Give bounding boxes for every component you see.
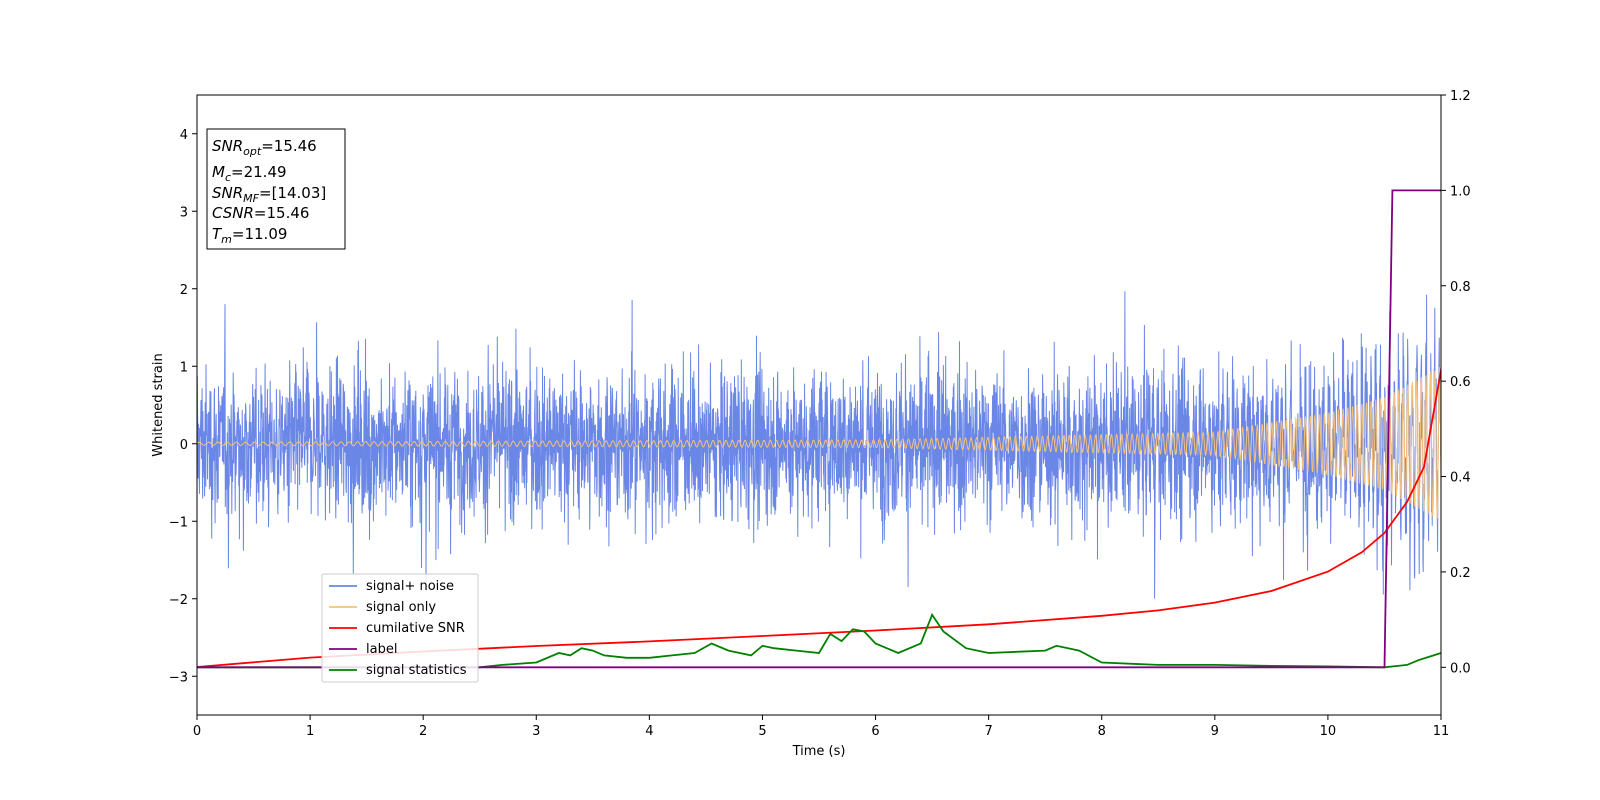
y-axis-left: −3 −2 −1 0 1 2 3 4 <box>169 128 197 685</box>
y-tick-label-left: 1 <box>180 360 188 375</box>
x-tick-label: 10 <box>1320 724 1337 739</box>
legend-label: signal statistics <box>366 663 467 678</box>
legend-label: label <box>366 642 397 657</box>
x-axis: 0 1 2 3 4 5 6 7 8 9 10 11 <box>193 715 1449 739</box>
y-tick-label-right: 1.0 <box>1450 184 1471 199</box>
svg-text:Tm=11.09: Tm=11.09 <box>212 225 287 246</box>
x-tick-label: 3 <box>532 724 540 739</box>
y-tick-label-right: 0.4 <box>1450 471 1471 486</box>
legend-label: cumilative SNR <box>366 621 465 636</box>
y-tick-label-left: 0 <box>180 438 188 453</box>
cumulative-snr-line <box>197 369 1441 668</box>
plot-frame <box>196 94 1442 716</box>
mc-value: 21.49 <box>244 163 287 181</box>
snr-opt-value: 15.46 <box>274 137 317 155</box>
x-tick-label: 6 <box>871 724 879 739</box>
signal-noise-line <box>197 291 1441 599</box>
x-tick-label: 5 <box>758 724 766 739</box>
signal-only-line <box>197 367 1441 519</box>
csnr-value: 15.46 <box>267 204 310 222</box>
legend-label: signal+ noise <box>366 579 454 594</box>
svg-text:SNRMF=[14.03]: SNRMF=[14.03] <box>212 184 326 205</box>
x-tick-label: 9 <box>1211 724 1219 739</box>
info-box: SNRopt=15.46 Mc=21.49 SNRMF=[14.03] CSNR… <box>206 128 346 250</box>
x-tick-label: 2 <box>419 724 427 739</box>
label-line <box>197 189 1441 669</box>
y-tick-label-right: 0.6 <box>1450 375 1471 390</box>
x-axis-label: Time (s) <box>792 744 846 759</box>
y-tick-label-left: −2 <box>169 593 188 608</box>
x-tick-label: 11 <box>1433 724 1450 739</box>
signal-only-path <box>197 367 1441 519</box>
y-tick-label-left: −3 <box>169 670 188 685</box>
svg-text:CSNR=15.46: CSNR=15.46 <box>212 204 309 222</box>
legend: signal+ noise signal only cumilative SNR la… <box>321 573 479 683</box>
legend-label: signal only <box>366 600 436 615</box>
y-axis-right: 0.0 0.2 0.4 0.6 0.8 1.0 1.2 <box>1441 89 1471 676</box>
y-tick-label-right: 0.0 <box>1450 661 1471 676</box>
x-tick-label: 7 <box>984 724 992 739</box>
tm-value: 11.09 <box>244 225 287 243</box>
y-tick-label-left: 4 <box>180 128 188 143</box>
svg-text:SNRopt=15.46: SNRopt=15.46 <box>212 137 317 158</box>
y-tick-label-right: 0.2 <box>1450 566 1471 581</box>
y-tick-label-right: 0.8 <box>1450 280 1471 295</box>
y-axis-label: Whitened strain <box>151 353 166 456</box>
x-tick-label: 4 <box>645 724 653 739</box>
x-tick-label: 1 <box>306 724 314 739</box>
y-tick-label-left: 3 <box>180 205 188 220</box>
y-tick-label-left: −1 <box>169 515 188 530</box>
x-tick-label: 8 <box>1098 724 1106 739</box>
x-tick-label: 0 <box>193 724 201 739</box>
snr-mf-value: [14.03] <box>272 184 327 202</box>
y-tick-label-right: 1.2 <box>1450 89 1471 104</box>
signal-noise-path <box>197 291 1441 599</box>
signal-statistics-line <box>197 612 1441 669</box>
y-tick-label-left: 2 <box>180 283 188 298</box>
svg-text:Mc=21.49: Mc=21.49 <box>212 163 287 184</box>
